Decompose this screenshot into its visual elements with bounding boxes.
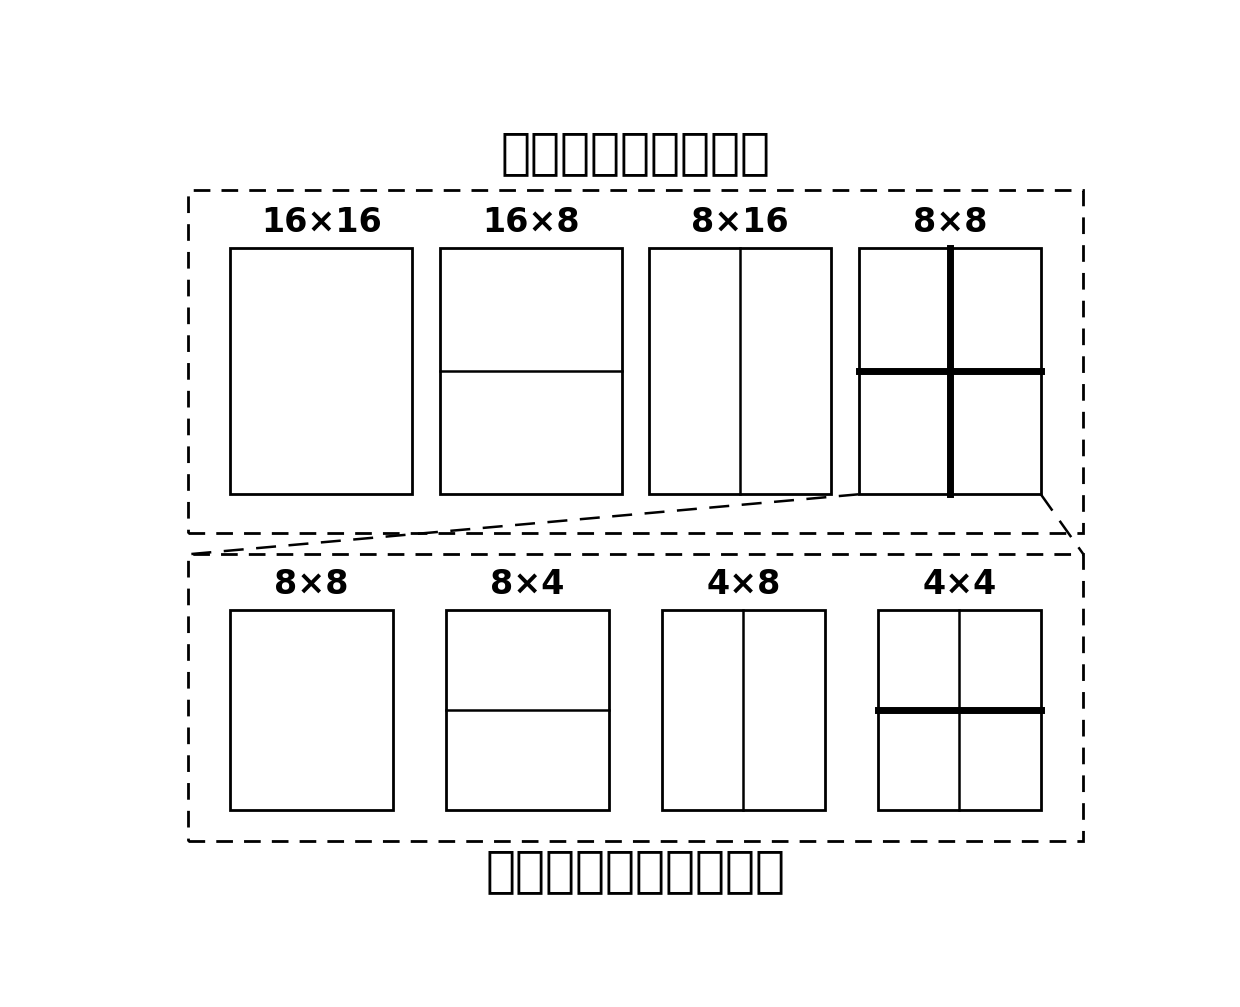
Text: 8×8: 8×8 — [913, 205, 987, 239]
Text: 子宏块级帧间预测模式: 子宏块级帧间预测模式 — [486, 848, 785, 895]
Text: 4×8: 4×8 — [707, 568, 781, 600]
Bar — [878, 610, 1040, 810]
Bar — [662, 610, 825, 810]
Bar — [187, 554, 1084, 841]
Bar — [446, 610, 609, 810]
Text: 8×16: 8×16 — [692, 205, 789, 239]
Bar — [231, 610, 393, 810]
Bar — [231, 248, 413, 494]
Text: 8×4: 8×4 — [490, 568, 564, 600]
Bar — [858, 248, 1040, 494]
Bar — [650, 248, 831, 494]
Text: 8×8: 8×8 — [274, 568, 348, 600]
Text: 16×8: 16×8 — [482, 205, 579, 239]
Text: 16×16: 16×16 — [260, 205, 382, 239]
Text: 4×4: 4×4 — [923, 568, 997, 600]
Text: 宏块级帧间预测模式: 宏块级帧间预测模式 — [501, 129, 770, 177]
Bar — [187, 190, 1084, 533]
Bar — [440, 248, 621, 494]
